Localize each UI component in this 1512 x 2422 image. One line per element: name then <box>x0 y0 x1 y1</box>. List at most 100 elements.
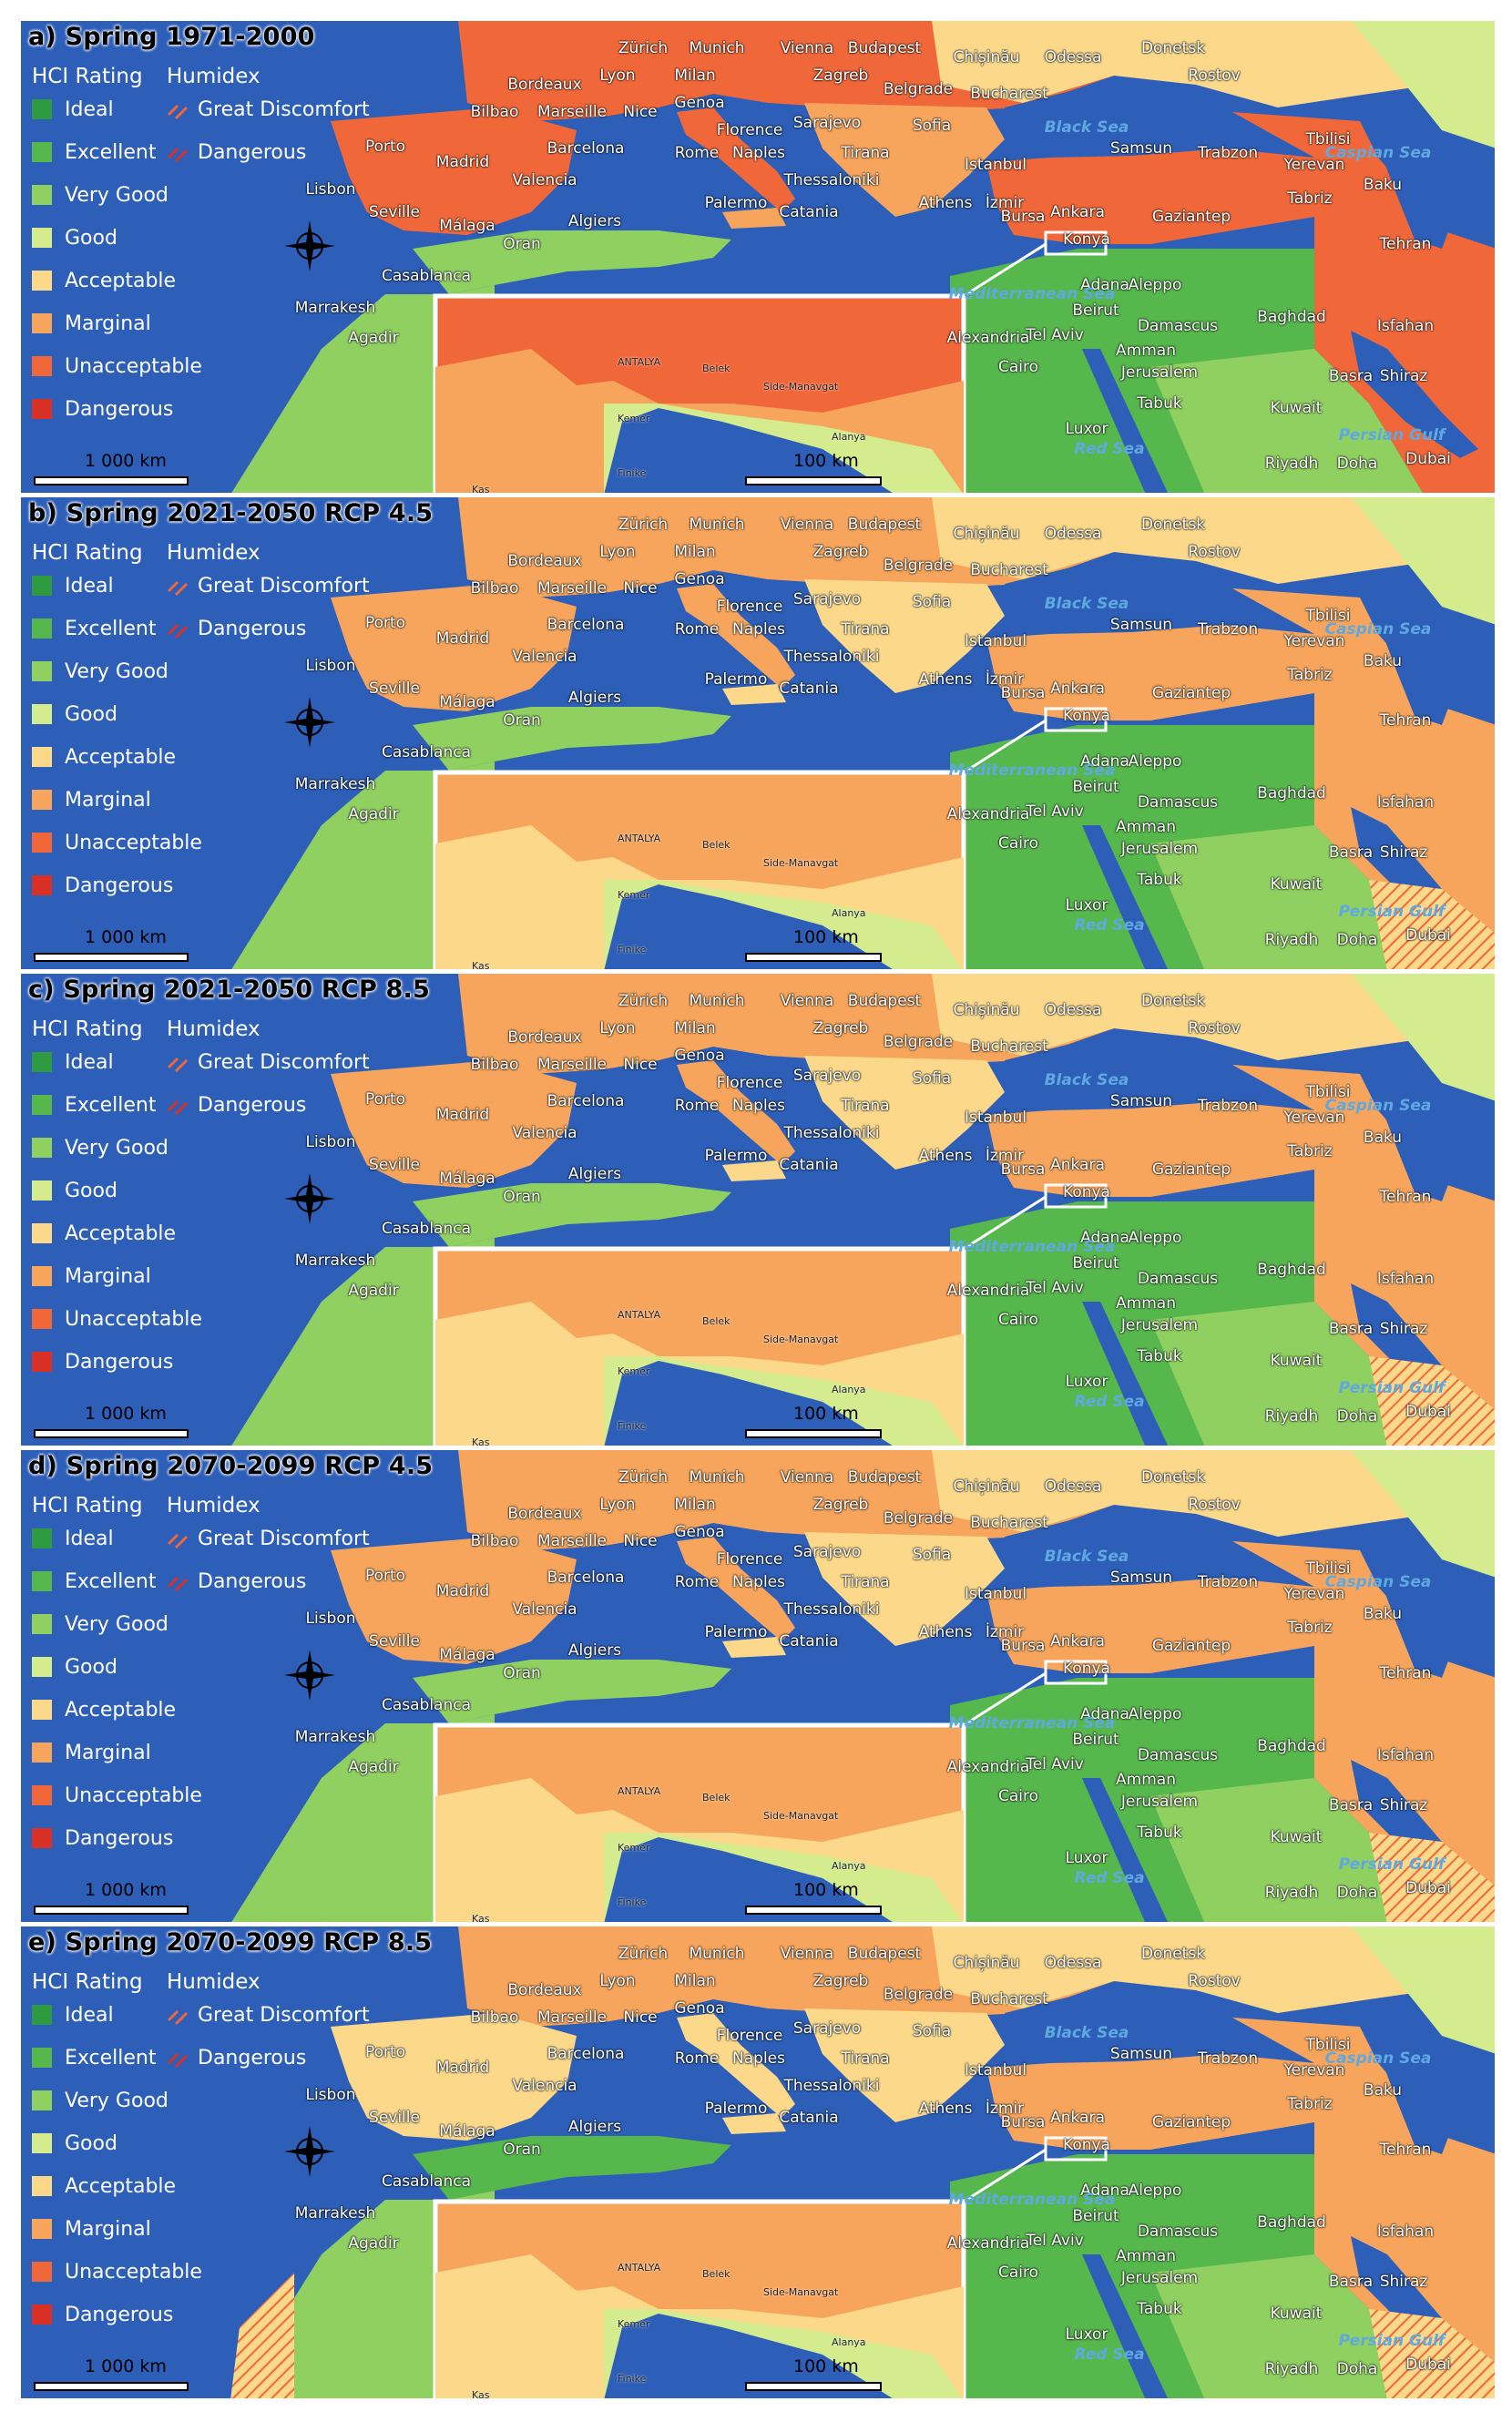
sea-label: Caspian Sea <box>1324 1573 1432 1591</box>
region-maghreb <box>413 707 731 771</box>
city-label: Odessa <box>1044 525 1102 543</box>
city-label: Tehran <box>1379 1664 1432 1682</box>
city-label: Tbilisi <box>1305 130 1351 148</box>
legend-swatch <box>32 1180 52 1201</box>
red-sea <box>1082 1778 1169 1922</box>
city-label: Dubai <box>1405 450 1451 468</box>
scale-bar-label: 1 000 km <box>85 1404 167 1424</box>
city-label: Beirut <box>1072 1254 1119 1272</box>
region-italy <box>677 1537 795 1641</box>
sea-label: Caspian Sea <box>1324 1097 1432 1115</box>
sea-label: Persian Gulf <box>1338 426 1446 445</box>
sea-label: Black Sea <box>1044 2024 1129 2042</box>
city-label: Málaga <box>439 2122 495 2141</box>
city-label: Tel Aviv <box>1026 1279 1084 1297</box>
legend-swatch <box>32 1700 52 1720</box>
city-label: Catania <box>779 203 839 221</box>
city-label: Beirut <box>1072 2207 1119 2225</box>
region-russia-steppe <box>1351 497 1495 625</box>
city-label: Baku <box>1363 1605 1403 1623</box>
scale-bar-label: 1 000 km <box>85 451 167 471</box>
inset-scale-bar <box>745 1906 882 1915</box>
city-label: Casablanca <box>381 743 472 761</box>
region-arabia <box>1150 2254 1423 2398</box>
hatch-red-icon <box>167 1099 189 1116</box>
legend-label: Unacceptable <box>65 354 202 378</box>
legend-label: Excellent <box>65 2046 157 2069</box>
legend-label: Good <box>65 1179 117 1202</box>
city-label: Doha <box>1336 2360 1378 2378</box>
region-iberia <box>331 1537 577 1664</box>
inset-place-label: Belek <box>702 1792 730 1804</box>
city-label: Valencia <box>512 171 577 189</box>
city-label: Tabuk <box>1137 1347 1182 1365</box>
scale-bar <box>34 1906 189 1915</box>
city-label: Baku <box>1363 176 1403 194</box>
city-label: Amman <box>1116 2247 1176 2265</box>
legend-label: Very Good <box>65 183 169 207</box>
legend-label: Acceptable <box>65 2174 177 2198</box>
compass-rose-icon <box>284 1650 335 1701</box>
map-stage: b) Spring 2021-2050 RCP 4.5 HCI Rating Hum… <box>21 497 1495 969</box>
legend-swatch <box>32 704 52 724</box>
region-sahara <box>231 1238 495 1446</box>
city-label: Valencia <box>512 1600 577 1619</box>
inset-antalya <box>433 1246 966 1446</box>
inset-scale-bar-label: 100 km <box>793 2356 859 2376</box>
city-label: Bordeaux <box>507 552 582 570</box>
legend-item: Good <box>32 1653 117 1681</box>
legend-label: Acceptable <box>65 1698 177 1722</box>
city-label: Basra <box>1328 2273 1374 2291</box>
city-label: Agadir <box>348 1282 399 1300</box>
city-label: Beirut <box>1072 1731 1119 1749</box>
humidex-label: Great Discomfort <box>198 1050 370 1074</box>
city-label: Zürich <box>618 1468 669 1487</box>
red-sea <box>1082 1302 1169 1446</box>
city-label: Trabzon <box>1197 2049 1259 2068</box>
city-label: Málaga <box>439 1170 495 1188</box>
city-label: Bucharest <box>970 1514 1048 1532</box>
city-label: İzmir <box>985 1623 1025 1641</box>
legend-hci-title: HCI Rating <box>32 1017 143 1041</box>
legend-swatch <box>32 1309 52 1329</box>
city-label: Madrid <box>435 1106 490 1124</box>
legend-swatch <box>32 1657 52 1677</box>
city-label: Casablanca <box>381 1696 472 1714</box>
region-iberia <box>331 2013 577 2141</box>
city-label: Jerusalem <box>1120 1793 1199 1811</box>
inset-place-label: Kaş <box>472 2389 490 2399</box>
city-label: Rostov <box>1188 66 1241 85</box>
region-balkans <box>804 2008 1005 2122</box>
legend-label: Dangerous <box>65 1350 174 1374</box>
humidex-hatch-gulf <box>1369 2309 1495 2398</box>
city-label: Istanbul <box>964 1109 1027 1127</box>
city-label: Alexandria <box>946 2234 1030 2253</box>
legend-label: Dangerous <box>65 397 174 421</box>
legend-swatch <box>32 661 52 681</box>
city-label: Seville <box>369 1156 420 1174</box>
inset-place-label: Belek <box>702 2268 730 2280</box>
city-label: Tehran <box>1379 711 1432 730</box>
city-label: Amman <box>1116 1294 1176 1313</box>
inset-locator-box <box>1044 1183 1108 1209</box>
black-sea <box>1005 1518 1232 1587</box>
sea-label: Mediterranean Sea <box>948 1238 1116 1256</box>
city-label: Genoa <box>674 570 725 588</box>
city-label: Porto <box>364 1090 406 1109</box>
city-label: Yerevan <box>1283 1585 1345 1603</box>
city-label: Aleppo <box>1128 752 1182 771</box>
city-label: Nice <box>623 579 658 598</box>
legend-label: Acceptable <box>65 269 177 292</box>
city-label: Nice <box>623 103 658 121</box>
city-label: Beirut <box>1072 778 1119 796</box>
humidex-label: Great Discomfort <box>198 97 370 121</box>
legend-item: Excellent <box>32 615 157 642</box>
red-sea <box>1082 349 1169 493</box>
city-label: Algiers <box>567 1165 622 1183</box>
legend-swatch <box>32 1223 52 1243</box>
city-label: Budapest <box>847 39 922 57</box>
region-eastern-europe <box>932 21 1495 107</box>
city-label: Riyadh <box>1264 931 1319 949</box>
city-label: Naples <box>732 2049 785 2068</box>
region-iran <box>1232 588 1495 969</box>
